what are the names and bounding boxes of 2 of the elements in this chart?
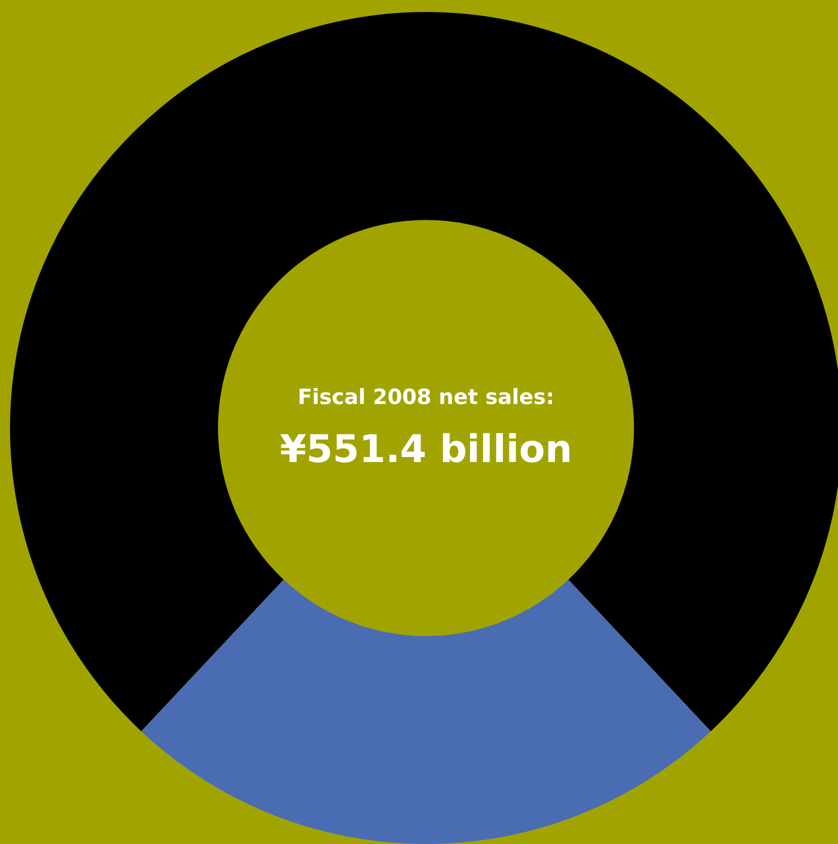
text: Fiscal 2008 net sales:	[298, 385, 554, 409]
text: ¥551.4 billion	[280, 427, 572, 471]
